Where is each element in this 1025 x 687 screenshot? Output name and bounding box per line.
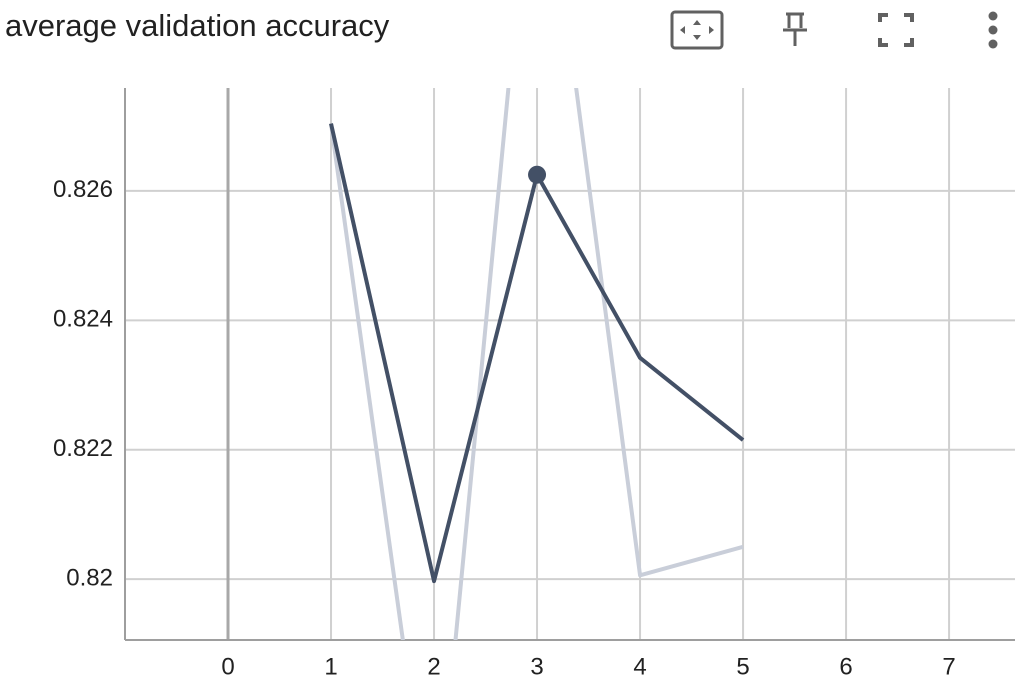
x-tick-label: 5 bbox=[736, 653, 749, 680]
series-line bbox=[329, 88, 744, 640]
plot-area bbox=[329, 88, 745, 640]
more-menu-button[interactable] bbox=[988, 11, 998, 49]
x-tick-label: 2 bbox=[427, 653, 440, 680]
y-tick-label: 0.826 bbox=[53, 176, 113, 203]
y-tick-label: 0.824 bbox=[53, 306, 113, 333]
hover-point bbox=[528, 165, 547, 184]
chart-title: average validation accuracy bbox=[5, 8, 390, 43]
pin-button[interactable] bbox=[783, 12, 807, 46]
y-tick-label: 0.822 bbox=[53, 435, 113, 462]
x-tick-label: 4 bbox=[633, 653, 646, 680]
x-tick-label: 0 bbox=[221, 653, 234, 680]
toolbar bbox=[670, 10, 998, 50]
x-tick-label: 3 bbox=[530, 653, 543, 680]
x-tick-label: 1 bbox=[324, 653, 337, 680]
fullscreen-button[interactable] bbox=[878, 13, 914, 47]
fit-domain-button[interactable] bbox=[670, 10, 724, 50]
x-tick-label: 7 bbox=[942, 653, 955, 680]
y-tick-label: 0.82 bbox=[66, 565, 113, 592]
grid bbox=[124, 88, 1015, 641]
x-tick-label: 6 bbox=[839, 653, 852, 680]
